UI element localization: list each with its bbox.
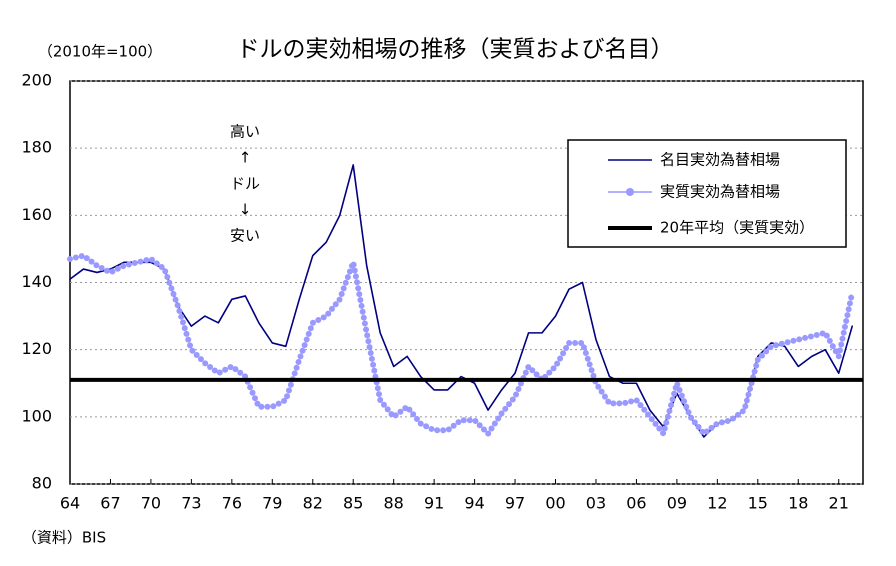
y-tick-label: 160 [21, 205, 52, 224]
x-tick-label: 00 [545, 494, 565, 513]
x-tick-label: 67 [100, 494, 120, 513]
source: （資料）BIS [22, 529, 106, 547]
annotation: ドル [230, 175, 260, 193]
x-tick-label: 91 [424, 494, 444, 513]
x-tick-label: 18 [788, 494, 808, 513]
x-tick-label: 85 [343, 494, 363, 513]
x-tick-label: 94 [464, 494, 484, 513]
y-unit-label: （2010年=100） [38, 43, 162, 61]
y-tick-label: 140 [21, 272, 52, 291]
x-tick-label: 12 [707, 494, 727, 513]
y-tick-label: 120 [21, 339, 52, 358]
x-tick-label: 97 [505, 494, 525, 513]
x-tick-label: 73 [181, 494, 201, 513]
legend-label: 名目実効為替相場 [660, 151, 780, 169]
y-tick-label: 80 [32, 474, 52, 493]
annotation: 安い [230, 227, 260, 245]
x-tick-label: 21 [829, 494, 849, 513]
x-tick-label: 76 [222, 494, 242, 513]
annotation: ↓ [239, 201, 252, 219]
annotation: ↑ [239, 149, 252, 167]
legend-label: 実質実効為替相場 [660, 183, 780, 201]
x-tick-label: 06 [626, 494, 646, 513]
y-tick-label: 200 [21, 71, 52, 90]
x-tick-label: 09 [667, 494, 687, 513]
legend-marker [626, 188, 634, 196]
series-line [67, 252, 856, 437]
x-tick-label: 64 [60, 494, 80, 513]
x-tick-label: 03 [586, 494, 606, 513]
x-tick-label: 15 [748, 494, 768, 513]
chart-title: ドルの実効相場の推移（実質および名目） [237, 37, 674, 63]
annotation: 高い [230, 123, 260, 141]
x-tick-label: 79 [262, 494, 282, 513]
x-tick-label: 88 [383, 494, 403, 513]
y-tick-label: 180 [21, 138, 52, 157]
x-tick-label: 70 [141, 494, 161, 513]
legend-label: 20年平均（実質実効） [660, 219, 814, 237]
x-tick-label: 82 [303, 494, 323, 513]
y-tick-label: 100 [21, 406, 52, 425]
